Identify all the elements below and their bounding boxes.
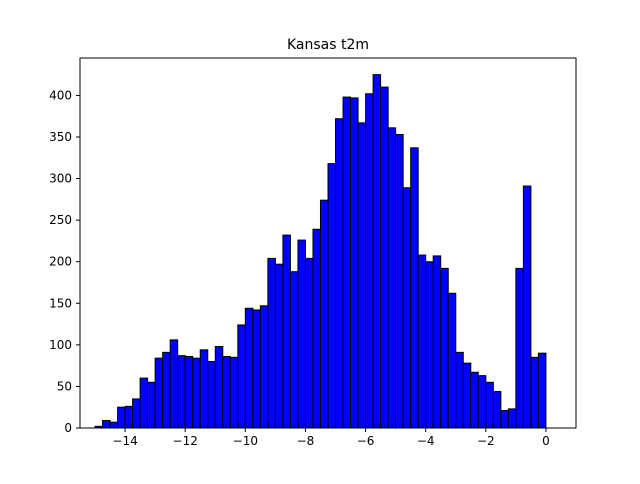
histogram-bar xyxy=(124,405,134,429)
histogram-bar xyxy=(477,375,487,429)
y-tick-label: 150 xyxy=(49,296,72,310)
histogram-bar xyxy=(109,421,119,429)
histogram-bar xyxy=(492,390,502,429)
histogram-bar xyxy=(154,357,164,429)
histogram-bar xyxy=(530,356,539,429)
histogram-bar xyxy=(214,346,224,429)
histogram-bar xyxy=(207,360,216,429)
histogram-bar xyxy=(537,352,547,429)
histogram-bar xyxy=(147,381,156,429)
x-tick-label: −12 xyxy=(173,434,198,448)
chart-title: Kansas t2m xyxy=(287,37,369,53)
histogram-bar xyxy=(380,86,389,429)
histogram-bar xyxy=(500,410,509,429)
histogram-bar xyxy=(267,257,276,429)
histogram-bar xyxy=(139,377,149,429)
histogram-bar xyxy=(447,292,457,429)
histogram-bar xyxy=(440,267,449,429)
histogram-bar xyxy=(244,307,254,429)
histogram-bar xyxy=(184,355,194,429)
x-tick-label: −4 xyxy=(417,434,435,448)
histogram-bar xyxy=(365,93,374,429)
histogram-bar xyxy=(304,257,314,429)
histogram-bar xyxy=(522,185,532,429)
histogram-bar xyxy=(222,355,231,429)
x-axis-ticks: −14 −12 −10 −8 −6 −4 −2 0 xyxy=(112,428,550,448)
histogram-bar xyxy=(252,309,261,429)
histogram-bar xyxy=(327,163,337,429)
histogram-bar xyxy=(417,254,427,429)
histogram-bar xyxy=(507,408,517,429)
histogram-bar xyxy=(259,305,269,429)
y-tick-label: 0 xyxy=(64,421,72,435)
histogram-bar xyxy=(425,261,434,429)
y-tick-label: 250 xyxy=(49,213,72,227)
histogram-bar xyxy=(169,339,179,429)
histogram-bar xyxy=(350,97,359,429)
histogram-bar xyxy=(387,127,397,429)
histogram-bar xyxy=(372,74,382,429)
histogram-bar xyxy=(312,228,321,429)
y-axis-ticks: 0 50 100 150 200 250 300 350 400 xyxy=(49,88,80,435)
x-tick-label: −2 xyxy=(477,434,495,448)
axes-frame xyxy=(79,57,577,429)
histogram-bar xyxy=(229,356,239,429)
histogram-bar xyxy=(342,96,352,429)
histogram-bar xyxy=(485,381,494,429)
y-tick-label: 400 xyxy=(49,88,72,102)
histogram-bar xyxy=(470,371,479,429)
histogram-bar xyxy=(455,351,464,429)
y-tick-label: 300 xyxy=(49,172,72,186)
histogram-bar xyxy=(462,362,472,429)
y-tick-label: 50 xyxy=(57,379,72,393)
histogram-bar xyxy=(102,420,111,429)
histogram-bar xyxy=(357,122,367,429)
histogram-bar xyxy=(162,351,171,429)
histogram-bar xyxy=(335,118,344,429)
histogram-bar xyxy=(282,234,291,429)
y-tick-label: 100 xyxy=(49,338,72,352)
histogram-bar xyxy=(289,271,299,429)
histogram-bar xyxy=(395,133,404,429)
x-tick-label: −8 xyxy=(297,434,315,448)
x-tick-label: −6 xyxy=(357,434,375,448)
histogram-bar xyxy=(192,357,201,429)
x-tick-label: −10 xyxy=(233,434,258,448)
y-tick-label: 200 xyxy=(49,255,72,269)
histogram-bar xyxy=(117,406,126,429)
histogram-bar xyxy=(515,267,524,429)
histogram-bar xyxy=(274,263,284,429)
histogram-bar xyxy=(402,187,412,429)
histogram-bar xyxy=(237,324,246,429)
histogram-bar xyxy=(199,349,209,429)
histogram-bar xyxy=(132,398,141,429)
x-tick-label: −14 xyxy=(112,434,137,448)
y-tick-label: 350 xyxy=(49,130,72,144)
histogram-bar xyxy=(432,255,442,429)
histogram-bar xyxy=(297,239,306,429)
histogram-bar xyxy=(410,147,419,429)
x-tick-label: 0 xyxy=(542,434,550,448)
histogram-bar xyxy=(177,355,186,429)
histogram-bar xyxy=(319,199,329,429)
